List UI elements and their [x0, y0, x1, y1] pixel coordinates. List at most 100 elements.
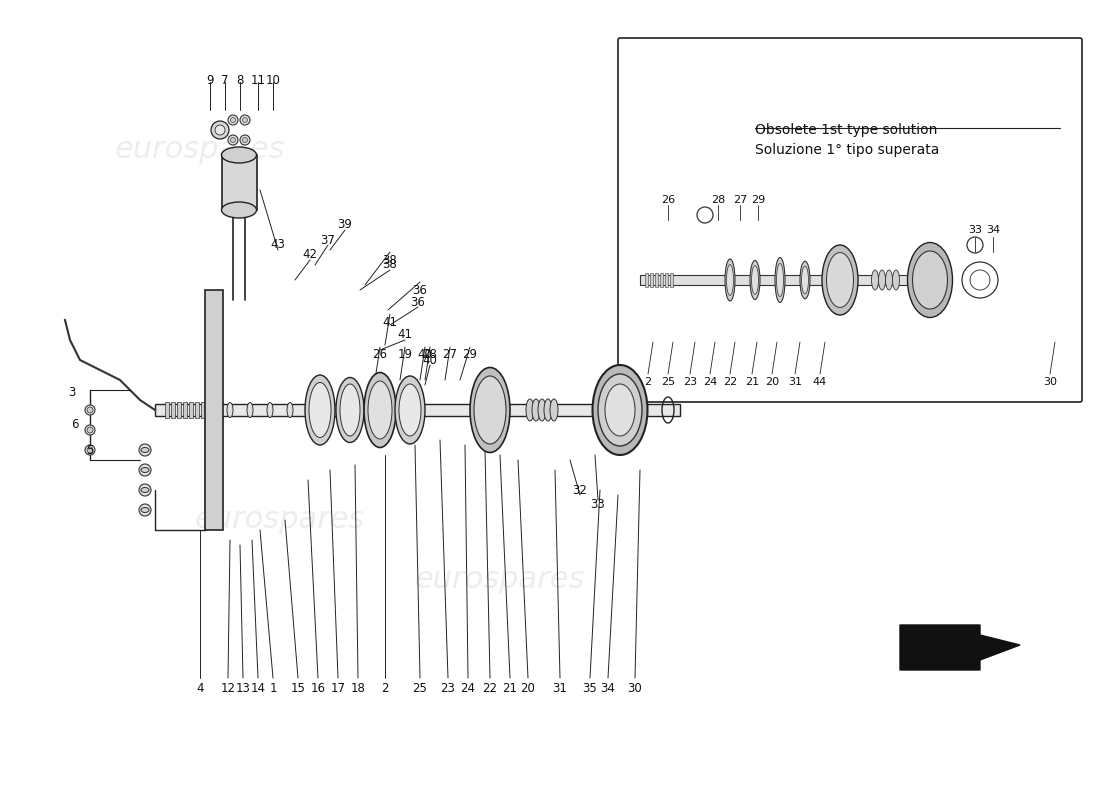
Ellipse shape — [544, 399, 552, 421]
Text: 37: 37 — [320, 234, 336, 246]
Text: 6: 6 — [72, 418, 79, 431]
Circle shape — [139, 464, 151, 476]
Ellipse shape — [726, 265, 734, 295]
Text: eurospares: eurospares — [664, 186, 835, 214]
Text: 9: 9 — [207, 74, 213, 86]
Text: 36: 36 — [412, 283, 428, 297]
Text: 24: 24 — [461, 682, 475, 694]
Ellipse shape — [340, 384, 360, 436]
Ellipse shape — [598, 374, 642, 446]
Text: 26: 26 — [373, 349, 387, 362]
Bar — [670, 273, 673, 287]
Ellipse shape — [550, 399, 558, 421]
Ellipse shape — [593, 365, 648, 455]
Circle shape — [87, 407, 94, 413]
Text: 13: 13 — [235, 682, 251, 694]
Ellipse shape — [221, 202, 256, 218]
Text: 40: 40 — [418, 349, 432, 362]
Text: 14: 14 — [251, 682, 265, 694]
Ellipse shape — [822, 245, 858, 315]
Ellipse shape — [470, 367, 510, 453]
Polygon shape — [900, 625, 1020, 670]
Text: 42: 42 — [302, 249, 318, 262]
Text: 5: 5 — [86, 443, 94, 457]
Circle shape — [87, 427, 94, 433]
Circle shape — [231, 138, 235, 142]
Ellipse shape — [777, 263, 783, 297]
Circle shape — [242, 138, 248, 142]
Ellipse shape — [141, 487, 149, 493]
Circle shape — [228, 115, 238, 125]
Text: 2: 2 — [645, 377, 651, 387]
Text: eurospares: eurospares — [195, 506, 365, 534]
Text: 22: 22 — [483, 682, 497, 694]
Ellipse shape — [751, 266, 759, 294]
Ellipse shape — [776, 258, 785, 302]
Bar — [645, 273, 648, 287]
Text: 23: 23 — [683, 377, 697, 387]
Text: 15: 15 — [290, 682, 306, 694]
Text: 27: 27 — [733, 195, 747, 205]
Text: 25: 25 — [412, 682, 428, 694]
Text: 28: 28 — [711, 195, 725, 205]
Text: 21: 21 — [745, 377, 759, 387]
Bar — [666, 273, 668, 287]
Text: eurospares: eurospares — [114, 135, 285, 165]
Ellipse shape — [879, 270, 886, 290]
Ellipse shape — [913, 251, 947, 309]
Ellipse shape — [227, 402, 233, 418]
Ellipse shape — [221, 147, 256, 163]
Ellipse shape — [395, 376, 425, 444]
Ellipse shape — [309, 382, 331, 438]
Circle shape — [211, 121, 229, 139]
FancyBboxPatch shape — [618, 38, 1082, 402]
Ellipse shape — [336, 378, 364, 442]
Circle shape — [214, 125, 225, 135]
Bar — [189, 402, 192, 418]
Bar — [207, 402, 211, 418]
Ellipse shape — [141, 467, 149, 473]
Bar — [155, 404, 680, 416]
Bar — [640, 275, 930, 285]
Text: 29: 29 — [751, 195, 766, 205]
Text: 40: 40 — [422, 354, 438, 366]
Text: 4: 4 — [196, 682, 204, 694]
Ellipse shape — [474, 376, 506, 444]
Text: 3: 3 — [68, 386, 76, 398]
Text: 39: 39 — [338, 218, 352, 231]
Ellipse shape — [871, 270, 879, 290]
Ellipse shape — [886, 270, 892, 290]
Text: 18: 18 — [351, 682, 365, 694]
Text: 43: 43 — [271, 238, 285, 251]
Text: 2: 2 — [382, 682, 388, 694]
Ellipse shape — [141, 507, 149, 513]
Ellipse shape — [287, 402, 293, 418]
Text: 27: 27 — [442, 349, 458, 362]
Circle shape — [240, 115, 250, 125]
Ellipse shape — [141, 447, 149, 453]
Bar — [177, 402, 182, 418]
Ellipse shape — [750, 261, 760, 299]
Text: 17: 17 — [330, 682, 345, 694]
Text: Soluzione 1° tipo superata: Soluzione 1° tipo superata — [755, 143, 939, 157]
Text: 10: 10 — [265, 74, 280, 86]
Ellipse shape — [725, 259, 735, 301]
Circle shape — [139, 504, 151, 516]
Text: 32: 32 — [573, 483, 587, 497]
Ellipse shape — [305, 375, 336, 445]
Text: 20: 20 — [520, 682, 536, 694]
Text: 38: 38 — [383, 254, 397, 266]
Ellipse shape — [532, 399, 540, 421]
Bar — [660, 273, 663, 287]
Text: 31: 31 — [788, 377, 802, 387]
Text: 22: 22 — [723, 377, 737, 387]
Text: 11: 11 — [251, 74, 265, 86]
Circle shape — [228, 135, 238, 145]
Text: 35: 35 — [583, 682, 597, 694]
Text: 19: 19 — [397, 349, 412, 362]
Ellipse shape — [538, 399, 546, 421]
Bar — [650, 273, 653, 287]
Text: 36: 36 — [410, 295, 426, 309]
Ellipse shape — [605, 384, 635, 436]
Ellipse shape — [892, 270, 900, 290]
